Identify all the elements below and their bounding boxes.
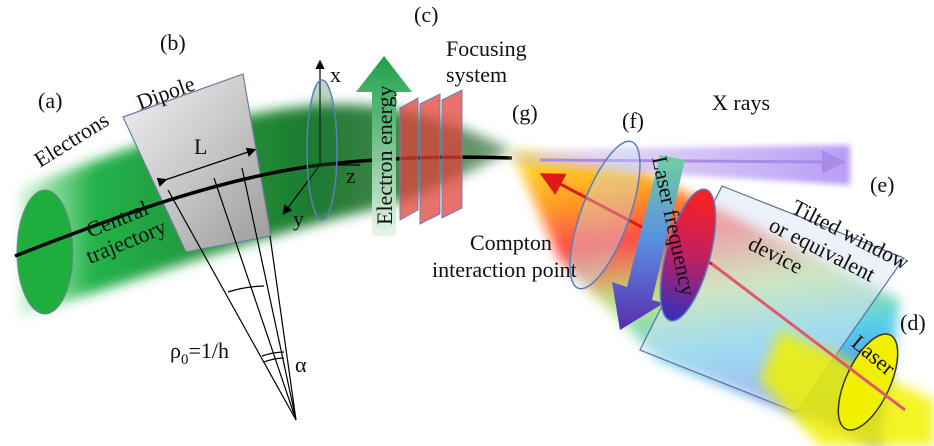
label-line: =1/h bbox=[188, 338, 229, 363]
label-line: Focusing bbox=[446, 36, 527, 61]
label: α bbox=[295, 352, 307, 377]
label-line: ρ bbox=[170, 338, 181, 363]
label: x bbox=[330, 62, 341, 87]
diagram: (a) Electrons (b) Dipole L Central traje… bbox=[0, 0, 934, 446]
label: y bbox=[293, 206, 304, 231]
label: (a) bbox=[38, 88, 62, 113]
label: Compton interaction point bbox=[432, 230, 577, 282]
label: (c) bbox=[414, 2, 438, 27]
focusing-plates bbox=[400, 90, 462, 224]
label: ρ0=1/h bbox=[170, 338, 229, 368]
x-ray-arrow bbox=[540, 160, 840, 162]
beam-ellipse bbox=[307, 80, 337, 220]
label: (d) bbox=[900, 310, 926, 335]
label-line: system bbox=[446, 62, 507, 87]
label: Focusing system bbox=[446, 36, 532, 87]
label-line: 0 bbox=[181, 352, 189, 368]
label: X rays bbox=[712, 90, 770, 115]
label: (e) bbox=[870, 172, 894, 197]
label-line: Compton bbox=[470, 230, 552, 255]
label: (g) bbox=[512, 100, 538, 125]
label: Electron energy bbox=[372, 86, 397, 225]
label: L bbox=[194, 134, 207, 159]
label: (f) bbox=[622, 108, 644, 133]
label: z bbox=[346, 163, 356, 188]
label-line: interaction point bbox=[432, 257, 577, 282]
label: (b) bbox=[160, 30, 186, 55]
